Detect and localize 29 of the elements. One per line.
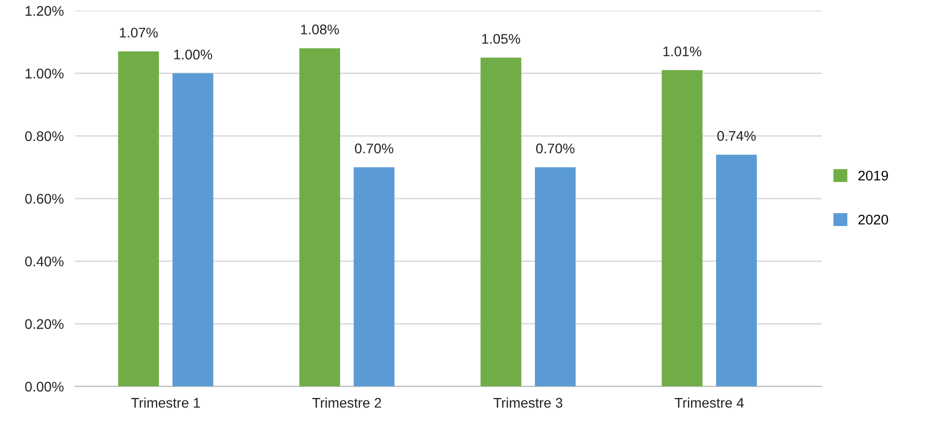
- data-label: 1.07%: [120, 28, 158, 38]
- bar: [534, 167, 576, 386]
- y-tick-label: 0.00%: [25, 382, 64, 392]
- data-label: 0.74%: [717, 131, 756, 141]
- y-tick-label: 1.20%: [26, 6, 64, 16]
- data-label: 1.05%: [482, 34, 520, 44]
- data-label: 1.00%: [174, 50, 212, 60]
- bar: [299, 48, 340, 386]
- y-tick-label: 0.80%: [25, 131, 64, 142]
- bar: [172, 73, 214, 386]
- legend-label: 2020: [858, 214, 888, 225]
- data-label: 1.08%: [301, 24, 339, 34]
- x-tick-label: Trimestre 4: [674, 398, 744, 408]
- y-tick-label: 0.20%: [25, 319, 64, 329]
- legend-label: 2019: [858, 170, 888, 181]
- data-label: 1.01%: [663, 46, 702, 56]
- data-label: 0.70%: [354, 144, 394, 154]
- bar: [118, 51, 159, 386]
- x-tick-label: Trimestre 3: [494, 398, 562, 408]
- bar: [716, 154, 757, 386]
- data-label: 0.70%: [536, 144, 574, 154]
- bar: [354, 167, 394, 386]
- x-tick-label: Trimestre 1: [131, 398, 200, 408]
- bar: [480, 58, 522, 386]
- x-tick-label: Trimestre 2: [312, 398, 382, 408]
- bar: [662, 70, 702, 386]
- y-tick-label: 0.60%: [25, 194, 64, 204]
- y-tick-label: 1.00%: [26, 68, 64, 78]
- y-tick-label: 0.40%: [25, 256, 64, 266]
